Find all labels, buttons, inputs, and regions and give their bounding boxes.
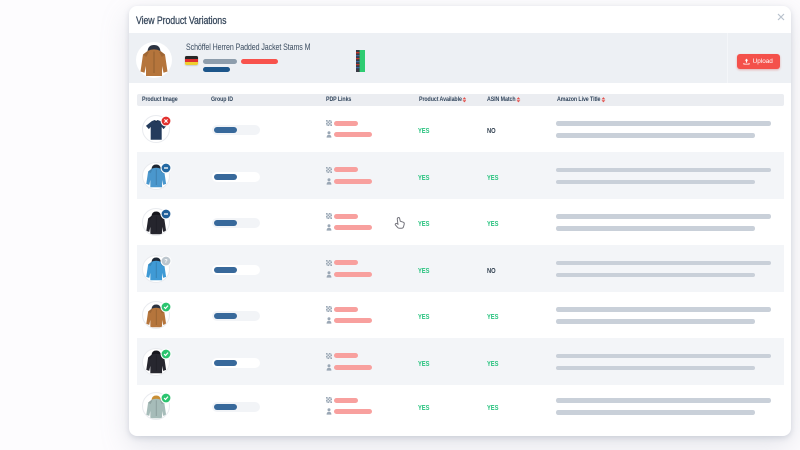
svg-text:?: ? [164,258,168,264]
